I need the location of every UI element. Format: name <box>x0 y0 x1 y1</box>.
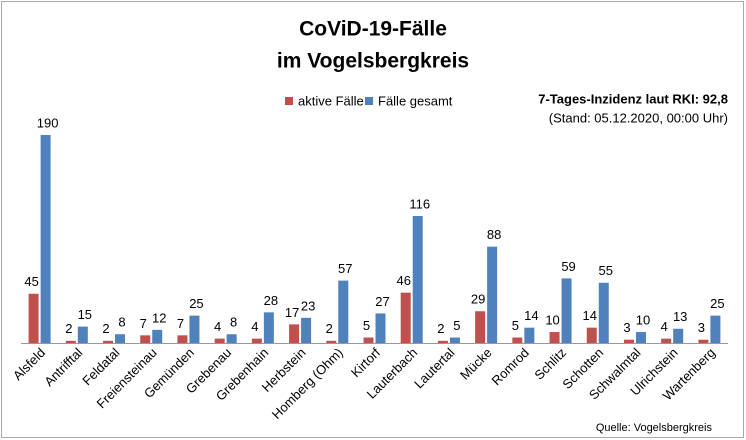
value-label: 10 <box>545 312 559 327</box>
value-label: 12 <box>152 310 166 325</box>
bar <box>437 340 448 343</box>
value-label: 4 <box>214 319 221 334</box>
bar <box>363 337 374 343</box>
value-label: 55 <box>599 263 613 278</box>
value-label: 23 <box>301 298 315 313</box>
legend-label: aktive Fälle <box>298 93 364 108</box>
bar <box>635 332 646 343</box>
bar <box>263 312 274 343</box>
legend-swatch <box>365 97 373 105</box>
bar <box>140 335 151 343</box>
bar <box>698 339 709 343</box>
value-label: 7 <box>140 316 147 331</box>
bar <box>189 315 200 343</box>
value-label: 13 <box>673 309 687 324</box>
bar <box>40 135 51 343</box>
chart-title: CoViD-19-Fälle <box>299 18 447 41</box>
value-label: 5 <box>453 318 460 333</box>
bar <box>251 338 262 343</box>
bar <box>598 282 609 343</box>
value-label: 57 <box>338 261 352 276</box>
value-label: 46 <box>396 273 410 288</box>
value-label: 15 <box>78 307 92 322</box>
source: Quelle: Vogelsbergkreis <box>596 422 713 434</box>
value-label: 4 <box>661 319 668 334</box>
value-label: 27 <box>375 294 389 309</box>
bar <box>338 280 349 343</box>
bar <box>400 292 411 343</box>
value-label: 29 <box>471 292 485 307</box>
bar <box>177 335 188 343</box>
value-label: 8 <box>118 315 125 330</box>
bar <box>475 311 486 343</box>
chart-subtitle: im Vogelsbergkreis <box>277 50 469 73</box>
value-label: 14 <box>524 308 538 323</box>
bar <box>77 326 88 343</box>
bar <box>375 313 386 343</box>
bar <box>673 328 684 343</box>
value-label: 14 <box>583 308 597 323</box>
value-label: 2 <box>65 321 72 336</box>
value-label: 190 <box>37 115 59 130</box>
value-label: 59 <box>561 259 575 274</box>
bar <box>103 340 114 343</box>
value-label: 10 <box>636 312 650 327</box>
bar <box>412 216 423 343</box>
value-label: 5 <box>512 318 519 333</box>
value-label: 2 <box>437 321 444 336</box>
bar <box>586 327 597 343</box>
bar <box>487 246 498 343</box>
value-label: 5 <box>363 318 370 333</box>
value-label: 28 <box>264 293 278 308</box>
bar <box>449 337 460 343</box>
value-label: 45 <box>24 274 38 289</box>
bar <box>549 332 560 343</box>
legend-label: Fälle gesamt <box>378 93 453 108</box>
bar <box>214 338 225 343</box>
bar <box>65 340 76 343</box>
value-label: 88 <box>487 227 501 242</box>
value-label: 8 <box>230 315 237 330</box>
bar <box>512 337 523 343</box>
value-label: 17 <box>285 305 299 320</box>
annotation: (Stand: 05.12.2020, 00:00 Uhr) <box>549 110 728 125</box>
value-label: 116 <box>409 196 430 211</box>
bar <box>152 329 163 343</box>
bar <box>301 317 312 343</box>
value-label: 25 <box>189 296 203 311</box>
bar <box>661 338 672 343</box>
value-label: 3 <box>698 320 705 335</box>
bar <box>561 278 572 343</box>
bar <box>326 340 337 343</box>
bar <box>28 293 39 343</box>
value-label: 7 <box>177 316 184 331</box>
bar <box>524 327 535 343</box>
annotation: 7-Tages-Inzidenz laut RKI: 92,8 <box>538 91 728 106</box>
value-label: 4 <box>251 319 258 334</box>
bar <box>623 339 634 343</box>
value-label: 25 <box>710 296 724 311</box>
value-label: 2 <box>326 321 333 336</box>
bar <box>710 315 721 343</box>
value-label: 3 <box>623 320 630 335</box>
bar <box>115 334 126 343</box>
legend-swatch <box>285 97 293 105</box>
bar <box>289 324 300 343</box>
value-label: 2 <box>102 321 109 336</box>
bar <box>226 334 237 343</box>
